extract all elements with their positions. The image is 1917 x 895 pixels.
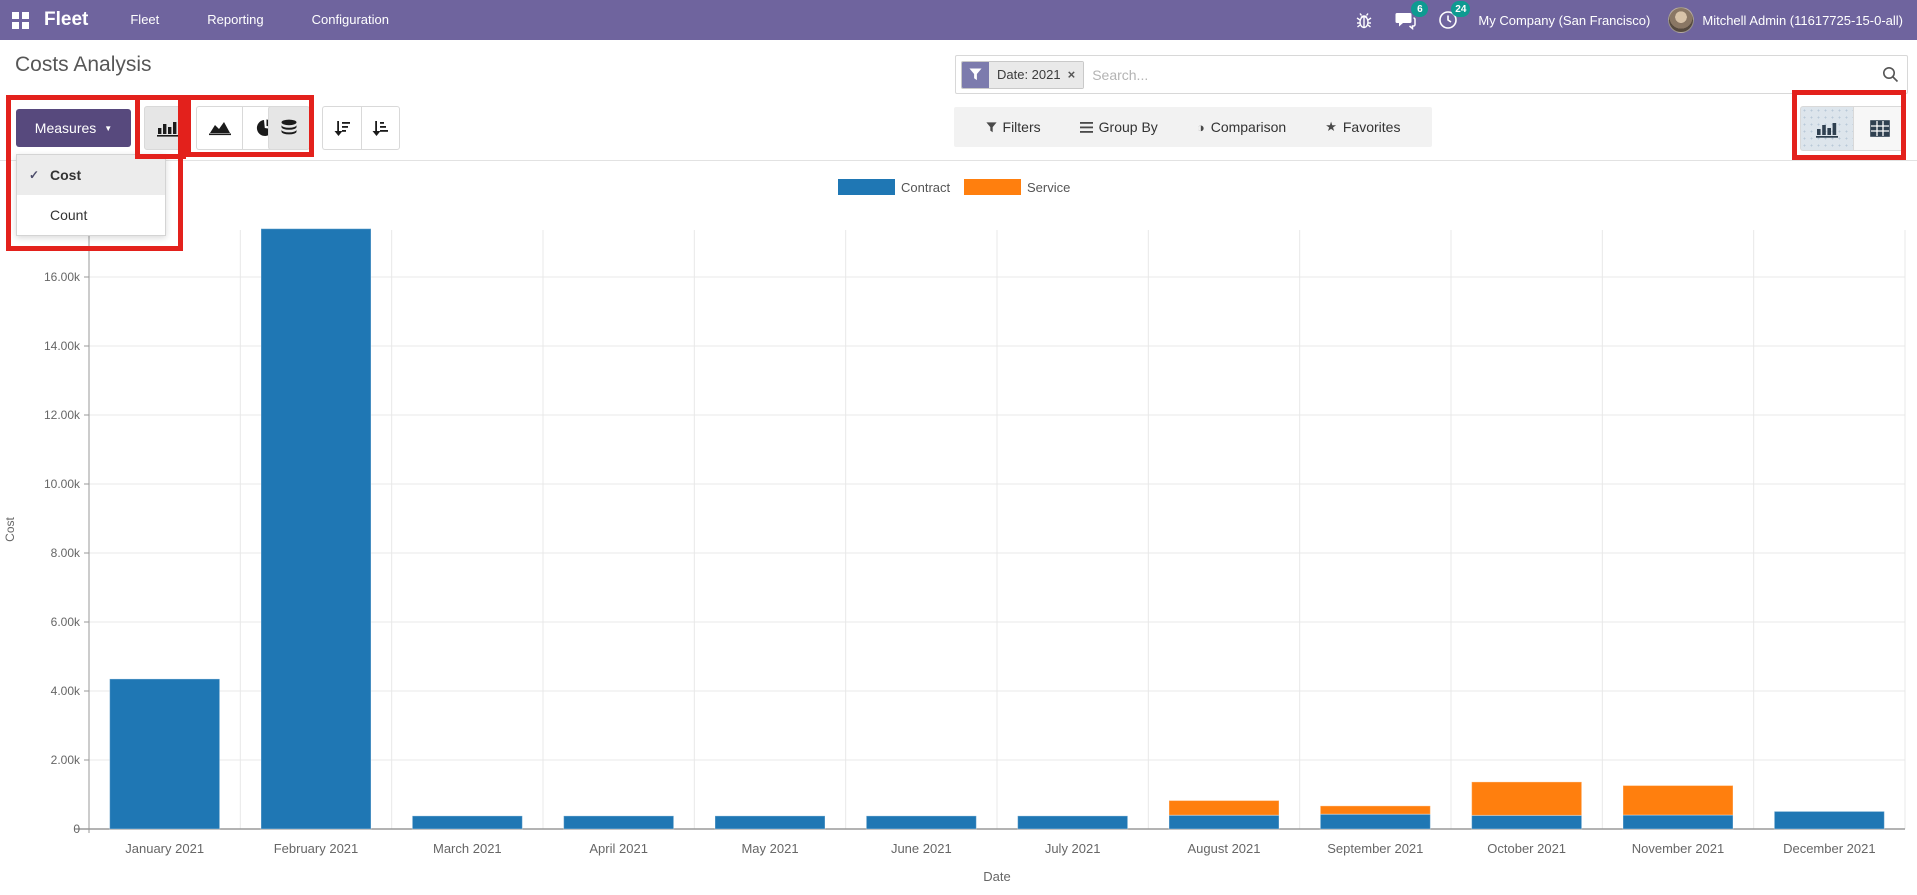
- bar-contract-april-2021[interactable]: [563, 815, 675, 830]
- measures-button[interactable]: Measures ▼: [16, 109, 131, 147]
- bar-service-august-2021[interactable]: [1168, 800, 1280, 816]
- bar-contract-september-2021[interactable]: [1319, 813, 1431, 830]
- x-axis-tick-label: January 2021: [125, 841, 204, 856]
- x-axis-tick-label: August 2021: [1187, 841, 1260, 856]
- x-axis-tick-label: February 2021: [274, 841, 359, 856]
- y-axis-tick-label: 12.00k: [44, 408, 81, 422]
- user-menu[interactable]: Mitchell Admin (11617725-15-0-all): [1702, 12, 1903, 28]
- legend-swatch-service[interactable]: [964, 179, 1021, 195]
- top-navbar: Fleet Fleet Reporting Configuration 6: [0, 0, 1917, 40]
- filters-dropdown[interactable]: Filters: [985, 119, 1041, 135]
- x-axis-tick-label: April 2021: [589, 841, 648, 856]
- bar-contract-august-2021[interactable]: [1168, 814, 1280, 830]
- search-options-bar: Filters Group By ◑ Comparison ★ Favorite…: [954, 107, 1432, 147]
- y-axis-tick-label: 8.00k: [51, 546, 81, 560]
- comparison-dropdown[interactable]: ◑ Comparison: [1196, 119, 1287, 135]
- menu-configuration[interactable]: Configuration: [311, 12, 389, 27]
- x-axis-title: Date: [983, 869, 1010, 884]
- page-title: Costs Analysis: [15, 53, 152, 76]
- bar-contract-november-2021[interactable]: [1622, 814, 1734, 830]
- bar-contract-july-2021[interactable]: [1017, 815, 1129, 830]
- facet-remove-icon[interactable]: ×: [1067, 67, 1076, 82]
- app-brand[interactable]: Fleet: [44, 9, 89, 30]
- activities-count-badge: 24: [1451, 1, 1471, 17]
- search-input[interactable]: Search...: [1092, 66, 1149, 83]
- x-axis-tick-label: December 2021: [1783, 841, 1876, 856]
- bar-contract-december-2021[interactable]: [1773, 810, 1885, 830]
- stacked-toggle-button[interactable]: [268, 106, 310, 150]
- bar-contract-march-2021[interactable]: [411, 815, 523, 830]
- y-axis-tick-label: 14.00k: [44, 339, 81, 353]
- x-axis-tick-label: November 2021: [1632, 841, 1725, 856]
- bar-chart-view-button[interactable]: [144, 106, 190, 150]
- half-circle-icon: ◑: [1196, 119, 1205, 135]
- search-facet-date-2021[interactable]: Date: 2021 ×: [961, 60, 1085, 89]
- x-axis-tick-label: October 2021: [1487, 841, 1566, 856]
- bar-contract-october-2021[interactable]: [1471, 814, 1583, 830]
- x-axis-tick-label: March 2021: [433, 841, 502, 856]
- y-axis-tick-label: 0: [73, 822, 80, 836]
- activities-clock-icon[interactable]: 24: [1436, 1, 1471, 32]
- menu-fleet[interactable]: Fleet: [130, 12, 160, 27]
- favorites-dropdown[interactable]: ★ Favorites: [1325, 119, 1401, 135]
- y-axis-title: Cost: [3, 517, 17, 542]
- bar-contract-may-2021[interactable]: [714, 815, 826, 830]
- messages-count-badge: 6: [1411, 1, 1429, 17]
- y-axis-tick-label: 2.00k: [51, 753, 81, 767]
- facet-funnel-icon: [962, 61, 989, 88]
- apps-grid-icon[interactable]: [0, 0, 40, 40]
- sort-descending-button[interactable]: [322, 106, 361, 150]
- pivot-view-button[interactable]: [1853, 106, 1906, 151]
- facet-label: Date: 2021: [997, 67, 1061, 82]
- sort-ascending-button[interactable]: [361, 106, 400, 150]
- legend-label-service: Service: [1027, 180, 1070, 195]
- messages-icon[interactable]: 6: [1394, 1, 1429, 32]
- x-axis-tick-label: July 2021: [1045, 841, 1101, 856]
- x-axis-tick-label: June 2021: [891, 841, 952, 856]
- y-axis-tick-label: 4.00k: [51, 684, 81, 698]
- graph-view-button[interactable]: [1800, 106, 1853, 151]
- legend-label-contract: Contract: [901, 180, 951, 195]
- x-axis-tick-label: May 2021: [741, 841, 798, 856]
- bar-service-november-2021[interactable]: [1622, 785, 1734, 816]
- x-axis-tick-label: September 2021: [1327, 841, 1423, 856]
- sort-group: [322, 106, 400, 150]
- menu-reporting[interactable]: Reporting: [207, 12, 264, 27]
- measures-option-count[interactable]: Count: [50, 207, 88, 223]
- search-icon[interactable]: [1882, 66, 1899, 83]
- company-switcher[interactable]: My Company (San Francisco): [1478, 12, 1651, 28]
- group-by-dropdown[interactable]: Group By: [1079, 119, 1158, 135]
- debug-bug-icon[interactable]: [1352, 8, 1376, 32]
- legend-swatch-contract[interactable]: [838, 179, 895, 195]
- bar-service-october-2021[interactable]: [1471, 781, 1583, 816]
- star-icon: ★: [1325, 119, 1337, 134]
- check-icon: ✓: [29, 168, 40, 182]
- y-axis-tick-label: 16.00k: [44, 270, 81, 284]
- y-axis-tick-label: 6.00k: [51, 615, 81, 629]
- bar-contract-february-2021[interactable]: [260, 228, 372, 830]
- measures-dropdown-menu: ✓ Cost Count: [16, 154, 166, 236]
- y-axis-tick-label: 10.00k: [44, 477, 81, 491]
- bar-contract-january-2021[interactable]: [109, 678, 221, 830]
- measures-option-cost[interactable]: ✓ Cost: [17, 155, 165, 195]
- search-bar[interactable]: Date: 2021 × Search...: [955, 55, 1908, 94]
- line-chart-button[interactable]: [196, 106, 242, 150]
- chevron-down-icon: ▼: [104, 123, 113, 133]
- bar-contract-june-2021[interactable]: [865, 815, 977, 830]
- view-switcher: [1800, 106, 1906, 151]
- control-panel-divider: [0, 160, 1917, 161]
- costs-bar-chart: 0 2.00k 4.00k 6.00k 8.00k 10.00k 12.00k 14.00k 1…: [0, 165, 1917, 895]
- user-avatar[interactable]: [1668, 7, 1695, 33]
- bar-service-september-2021[interactable]: [1319, 805, 1431, 815]
